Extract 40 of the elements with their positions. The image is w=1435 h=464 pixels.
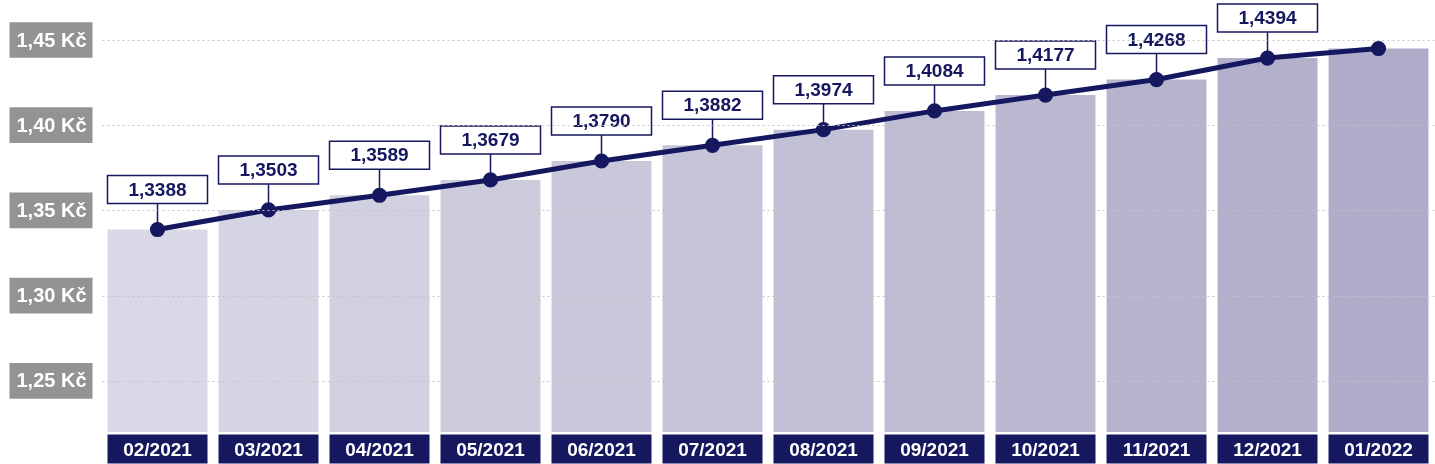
x-tick-label: 11/2021 [1122,438,1191,460]
point [704,137,721,153]
data-label: 1,3974 [794,78,853,100]
data-label: 1,4394 [1238,7,1297,29]
y-tick-label: 1,35 Kč [16,198,87,221]
x-tick-label: 01/2022 [1344,438,1413,460]
point [926,103,943,119]
x-tick-label: 05/2021 [456,438,526,460]
x-tick-label: 07/2021 [678,438,748,460]
x-tick-label: 08/2021 [789,438,859,460]
data-label: 1,3679 [461,128,520,150]
point [593,153,610,169]
x-tick-label: 02/2021 [123,438,193,460]
data-label: 1,3388 [128,178,187,200]
data-label: 1,4177 [1016,44,1075,66]
point [1370,40,1387,57]
data-label: 1,3882 [683,94,742,116]
y-tick-label: 1,25 Kč [16,369,87,392]
point [149,221,166,238]
x-tick-label: 09/2021 [900,438,970,460]
point [260,202,277,218]
point [371,187,388,203]
y-tick-label: 1,45 Kč [16,28,87,51]
point [1037,87,1054,103]
x-tick-label: 10/2021 [1011,438,1081,460]
data-label: 1,4268 [1127,28,1186,50]
point [1148,71,1165,88]
x-tick-label: 03/2021 [234,438,304,460]
x-tick-label: 06/2021 [567,438,637,460]
data-label: 1,3790 [572,110,631,132]
y-tick-label: 1,40 Kč [16,113,87,136]
data-label: 1,3589 [350,144,409,166]
x-tick-label: 12/2021 [1233,438,1303,460]
point [1259,50,1276,66]
data-label: 1,3503 [239,158,298,180]
x-tick-label: 04/2021 [345,438,415,460]
point [482,172,499,188]
data-label: 1,4084 [905,59,964,81]
point [815,122,832,138]
y-tick-label: 1,30 Kč [16,284,87,307]
